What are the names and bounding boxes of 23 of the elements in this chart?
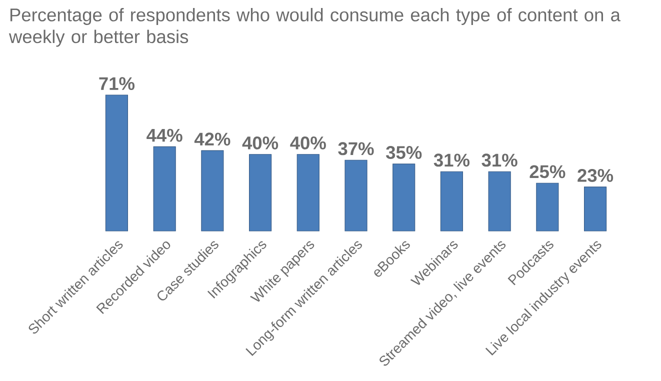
bar: [584, 186, 607, 232]
chart-title: Percentage of respondents who would consume each type of content on a weekly or better basis: [8, 8, 620, 47]
data-label: 35%: [386, 146, 422, 159]
bar: [440, 171, 463, 232]
bar: [105, 94, 128, 232]
bar: [153, 146, 176, 232]
bar: [344, 160, 368, 232]
data-label: 40%: [290, 136, 326, 150]
data-label: 31%: [482, 154, 518, 167]
data-label: 25%: [530, 165, 566, 178]
bar: [201, 150, 224, 232]
data-label: 37%: [338, 142, 374, 156]
data-label: 23%: [578, 169, 614, 182]
bar: [392, 164, 416, 232]
bar: [249, 154, 272, 232]
data-label: 71%: [99, 77, 135, 90]
data-label: 44%: [146, 128, 182, 142]
bar: [296, 154, 320, 232]
data-label: 31%: [434, 154, 470, 167]
data-label: 40%: [242, 136, 278, 150]
bar: [488, 171, 511, 232]
bar: [536, 182, 559, 232]
data-label: 42%: [194, 132, 230, 146]
